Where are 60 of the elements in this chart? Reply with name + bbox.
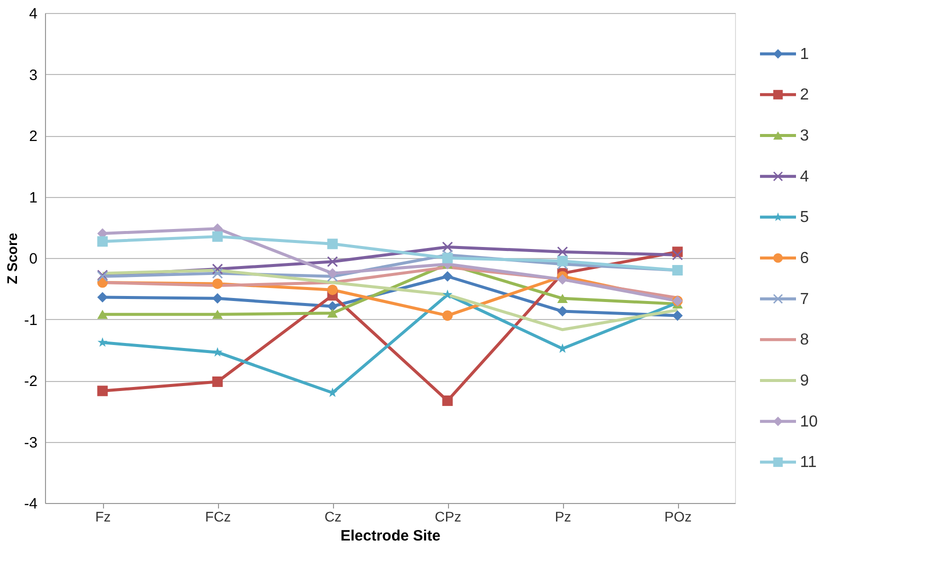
x-axis-title: Electrode Site (340, 528, 441, 544)
point (672, 310, 683, 321)
x-tick-label: CPz (434, 508, 462, 524)
legend-label: 9 (800, 372, 809, 390)
legend-label: 6 (800, 250, 809, 267)
point (557, 294, 568, 303)
point (442, 271, 453, 282)
point (212, 310, 223, 319)
point (98, 337, 108, 347)
x-tick-label: FCz (205, 508, 231, 524)
y-tick-label: -2 (24, 373, 38, 390)
point (212, 231, 223, 242)
y-tick-label: 3 (29, 66, 38, 84)
point (557, 246, 568, 258)
point (212, 293, 223, 304)
point (442, 252, 453, 264)
point (212, 278, 223, 289)
y-tick-label: 1 (29, 189, 38, 206)
y-tick-label: -4 (24, 496, 38, 512)
point (327, 268, 338, 279)
point (557, 306, 568, 317)
legend-label: 11 (800, 454, 817, 472)
point (97, 292, 108, 302)
point (327, 284, 338, 296)
point (212, 376, 223, 387)
y-tick-label: -1 (24, 312, 38, 329)
point (442, 310, 453, 321)
point (327, 238, 338, 250)
y-tick-label: 4 (29, 6, 38, 22)
point (97, 310, 108, 319)
x-tick-label: POz (664, 508, 692, 524)
legend-label: 5 (800, 209, 809, 226)
legend-label: 3 (800, 128, 809, 144)
legend-label: 7 (800, 290, 809, 308)
y-tick-label: 0 (29, 250, 38, 268)
legend-label: 8 (800, 332, 809, 349)
legend-label: 1 (800, 46, 809, 63)
point (328, 388, 338, 397)
point (327, 256, 338, 267)
point (97, 236, 108, 247)
point (97, 386, 108, 396)
point (672, 250, 683, 260)
point (212, 347, 222, 357)
point (212, 268, 223, 279)
legend-label: 2 (800, 86, 809, 104)
point (327, 308, 338, 318)
point (442, 395, 453, 406)
point (557, 256, 568, 266)
y-tick-label: -3 (24, 434, 38, 452)
point (558, 343, 568, 353)
x-tick-label: Fz (95, 508, 111, 524)
y-axis-title: Z Score (4, 232, 20, 284)
legend-label: 10 (800, 413, 818, 430)
x-tick-label: Pz (554, 508, 572, 524)
y-tick-label: 2 (29, 128, 38, 145)
point (557, 274, 568, 285)
x-tick-label: Cz (324, 508, 342, 524)
legend-label: 4 (800, 168, 809, 186)
point (327, 301, 338, 312)
point (442, 290, 452, 299)
